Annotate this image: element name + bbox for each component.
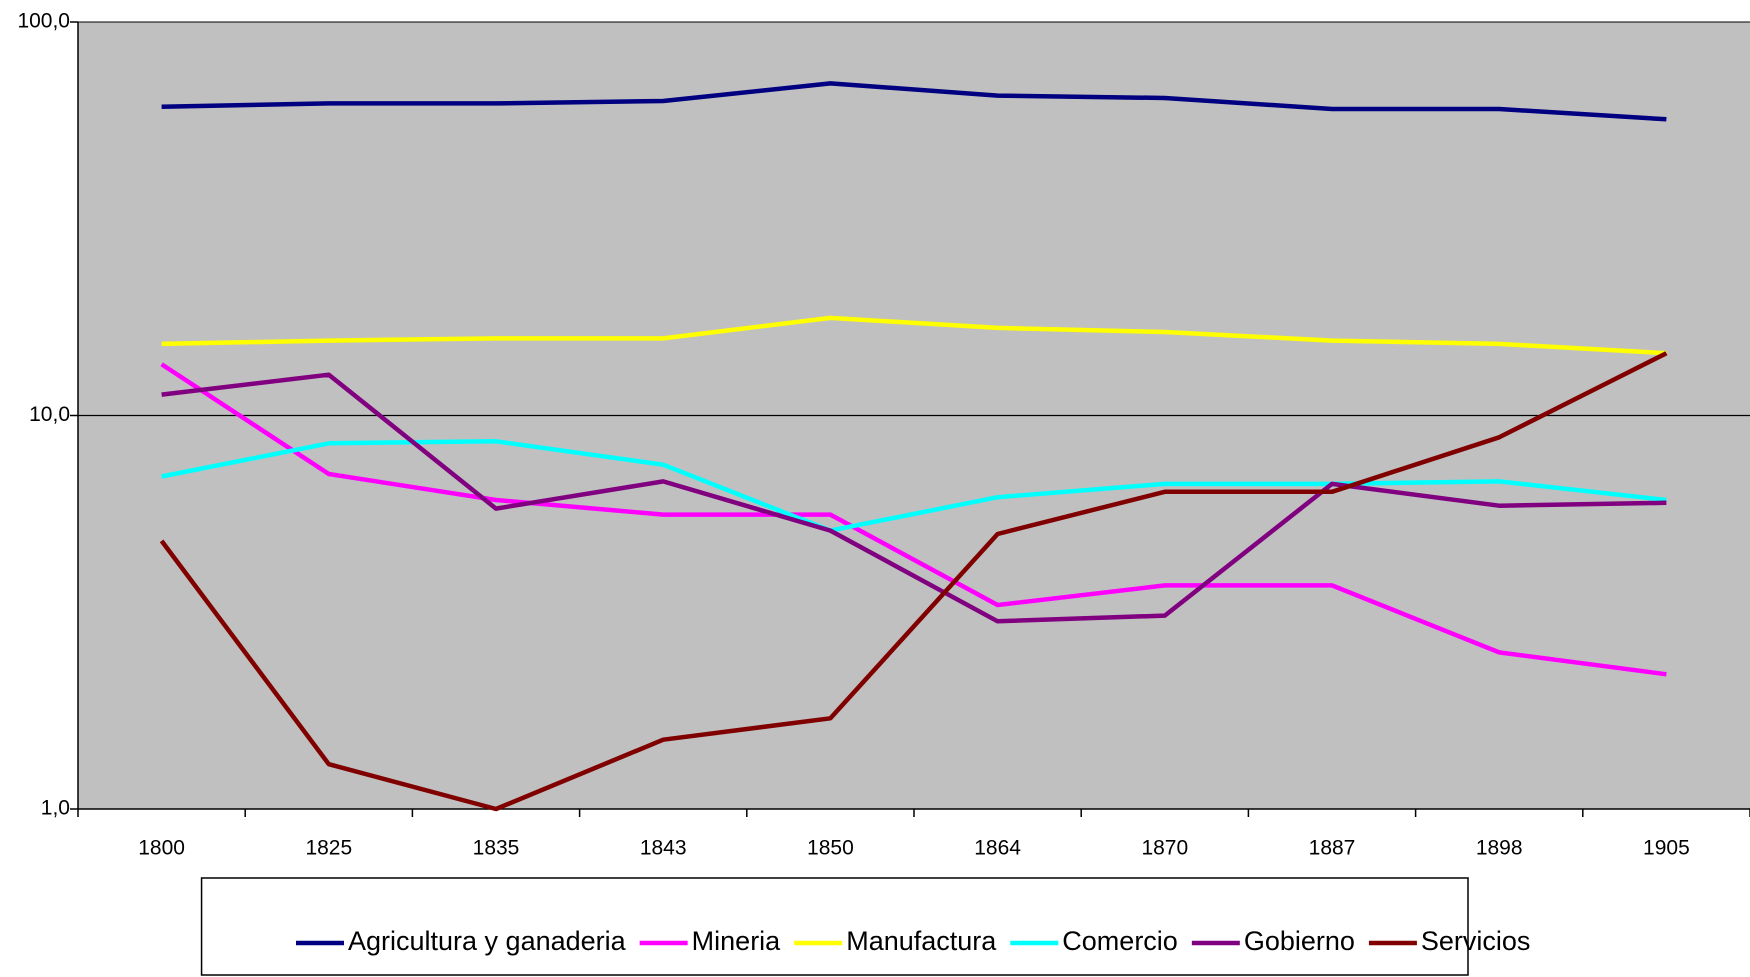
x-tick-label: 1887 <box>1309 837 1356 860</box>
series-line <box>159 351 1668 812</box>
series-line <box>161 315 1667 356</box>
series-line <box>160 362 1667 677</box>
legend-label: Comercio <box>1062 926 1178 956</box>
legend-label: Manufactura <box>846 926 997 956</box>
x-tick-label: 1850 <box>807 837 854 860</box>
y-tick-label: 10,0 <box>29 403 70 426</box>
x-tick-label: 1864 <box>974 837 1021 860</box>
legend-label: Mineria <box>692 926 782 956</box>
series-line <box>161 372 1667 624</box>
x-tick-label: 1870 <box>1141 837 1188 860</box>
legend-box <box>200 877 1469 976</box>
legend-label: Agricultura y ganaderia <box>348 926 627 956</box>
series-line <box>161 81 1667 122</box>
legend-label: Servicios <box>1421 926 1531 956</box>
x-tick-label: 1843 <box>640 837 687 860</box>
x-tick-label: 1905 <box>1643 837 1690 860</box>
x-tick-label: 1898 <box>1476 837 1523 860</box>
legend-label: Gobierno <box>1244 926 1355 956</box>
x-tick-label: 1825 <box>305 837 352 860</box>
y-tick-label: 1,0 <box>41 797 70 820</box>
y-tick-label: 100,0 <box>17 10 70 33</box>
x-tick-label: 1835 <box>473 837 520 860</box>
x-tick-label: 1800 <box>138 837 185 860</box>
